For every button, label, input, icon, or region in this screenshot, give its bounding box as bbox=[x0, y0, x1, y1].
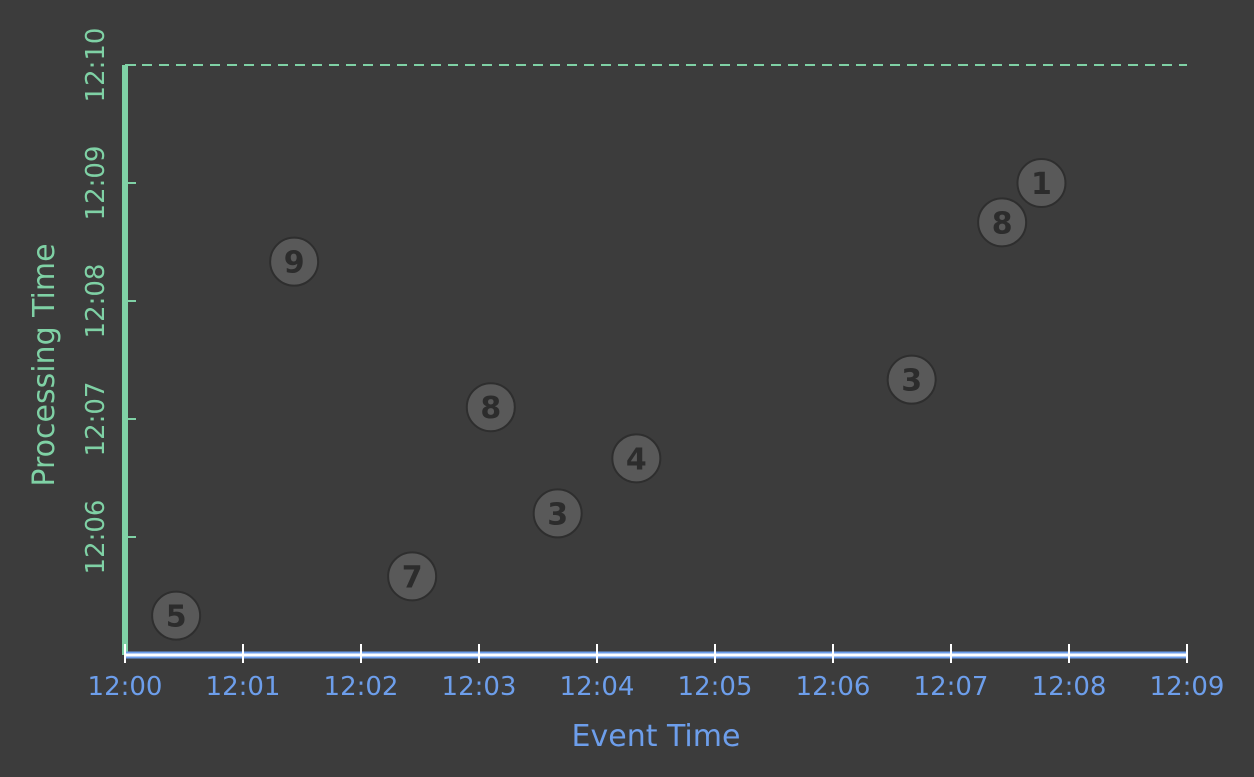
data-point-label: 4 bbox=[626, 442, 647, 477]
data-point-label: 3 bbox=[547, 497, 568, 532]
data-point: 3 bbox=[532, 488, 583, 539]
x-tick-label: 12:03 bbox=[442, 672, 517, 702]
data-point-label: 3 bbox=[901, 364, 922, 399]
x-tick-label: 12:07 bbox=[914, 672, 989, 702]
y-tick-label: 12:09 bbox=[81, 146, 111, 221]
x-axis-title: Event Time bbox=[572, 719, 741, 754]
x-axis: 12:00 12:01 12:02 12:03 12:04 12:05 12:06 12:07… bbox=[88, 644, 1225, 702]
x-tick-label: 12:01 bbox=[206, 672, 281, 702]
y-tick-label: 12:06 bbox=[81, 500, 111, 575]
x-tick-label: 12:08 bbox=[1032, 672, 1107, 702]
data-point-marker bbox=[886, 354, 937, 405]
x-tick-label: 12:09 bbox=[1150, 672, 1225, 702]
data-point-marker bbox=[151, 590, 202, 641]
data-point-marker bbox=[611, 433, 662, 484]
y-axis-title: Processing Time bbox=[27, 243, 62, 486]
x-tick-label: 12:05 bbox=[678, 672, 753, 702]
data-point: 3 bbox=[886, 354, 937, 405]
data-point-marker bbox=[532, 488, 583, 539]
data-point-label: 1 bbox=[1031, 167, 1052, 202]
data-point-label: 5 bbox=[166, 600, 187, 635]
y-tick-label: 12:07 bbox=[81, 382, 111, 457]
data-point-marker bbox=[387, 551, 438, 602]
data-point: 8 bbox=[465, 382, 516, 433]
y-axis: 12:06 12:07 12:08 12:09 12:10 bbox=[81, 28, 136, 655]
x-tick-label: 12:04 bbox=[560, 672, 635, 702]
data-point-marker bbox=[269, 236, 320, 287]
data-point: 8 bbox=[977, 197, 1028, 248]
data-point-marker bbox=[1016, 158, 1067, 208]
data-point-marker bbox=[465, 382, 516, 433]
x-tick-label: 12:02 bbox=[324, 672, 399, 702]
data-point: 7 bbox=[387, 551, 438, 602]
data-point-marker bbox=[977, 197, 1028, 248]
y-tick-label: 12:08 bbox=[81, 264, 111, 339]
x-tick-label: 12:06 bbox=[796, 672, 871, 702]
data-point: 5 bbox=[151, 590, 202, 641]
data-point: 1 bbox=[1016, 158, 1067, 208]
x-tick-label: 12:00 bbox=[88, 672, 163, 702]
data-point-label: 9 bbox=[284, 246, 305, 281]
data-point-label: 7 bbox=[402, 560, 423, 595]
data-point: 9 bbox=[269, 236, 320, 287]
y-tick-label: 12:10 bbox=[81, 28, 111, 103]
data-point: 4 bbox=[611, 433, 662, 484]
data-point-label: 8 bbox=[480, 391, 501, 426]
data-point-label: 8 bbox=[992, 206, 1013, 241]
